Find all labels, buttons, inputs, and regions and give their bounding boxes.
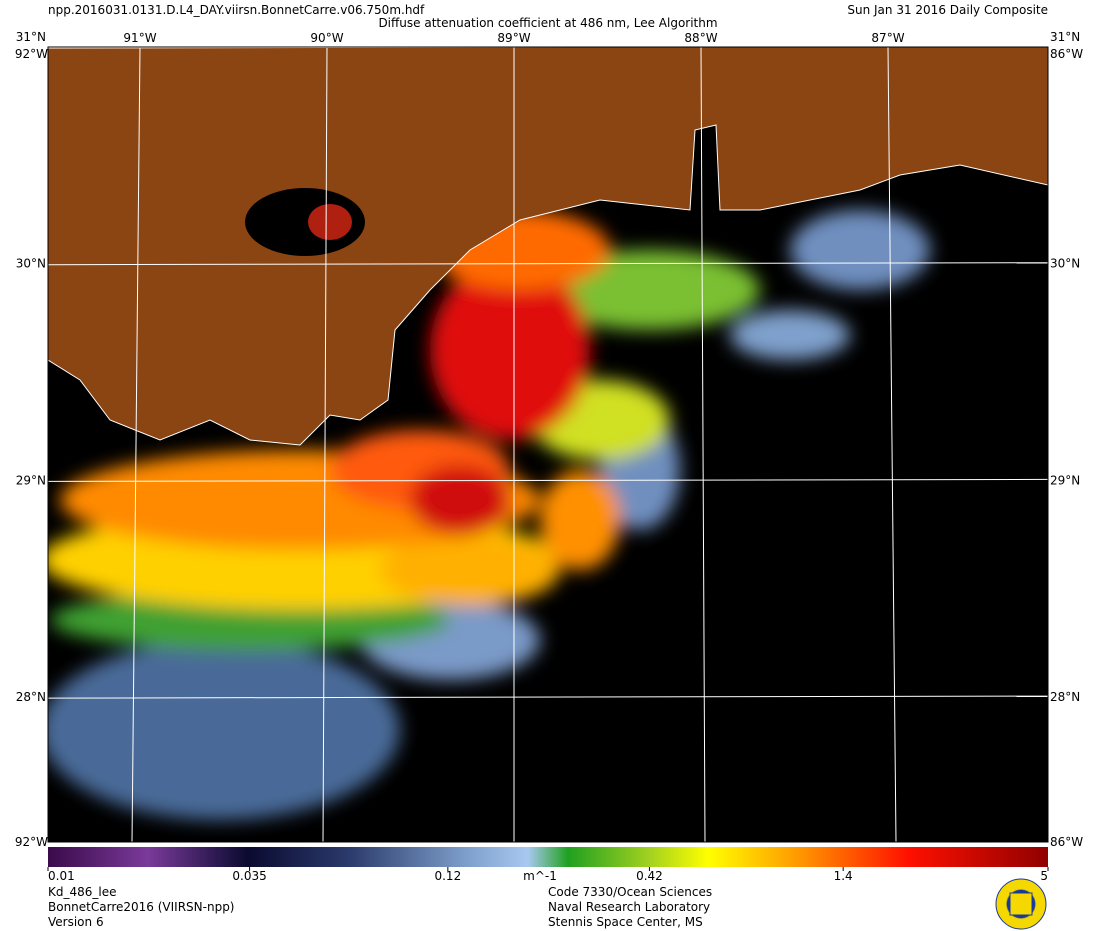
footer-text: Version 6 [48,915,104,929]
footer-text: BonnetCarre2016 (VIIRSN-npp) [48,900,235,914]
colorbar-tick-label: 5 [1040,869,1048,883]
longitude-label: 88°W [684,31,717,45]
map-frame [47,46,1049,843]
footer-left: Kd_486_lee BonnetCarre2016 (VIIRSN-npp) … [48,885,235,929]
footer-text: Naval Research Laboratory [548,900,710,914]
footer-text: Stennis Space Center, MS [548,915,703,929]
graticule [48,47,1048,842]
footer-text: Kd_486_lee [48,885,117,899]
west-edge-label: 92°W [15,835,48,849]
latitude-line [48,478,1048,482]
colorbar-tick-label: 1.4 [834,869,853,883]
latitude-line [48,262,1048,266]
longitude-label: 89°W [497,31,530,45]
plume [48,210,930,820]
longitude-line [700,47,706,842]
latitude-label: 29°N [1050,473,1080,487]
colorbar-tick-label: 0.01 [48,869,75,883]
longitude-line [322,47,328,842]
colorbar-tick-label: 0.42 [636,869,663,883]
footer-center: Code 7330/Ocean Sciences Naval Research … [548,885,712,929]
colorbar-ticks: 0.01 0.035 0.12 0.42 1.4 5 [47,867,1049,883]
longitude-label: 90°W [310,31,343,45]
colorbar-unit: m^-1 [523,869,557,883]
latitude-line [48,47,799,49]
date: Sun Jan 31 2016 Daily Composite [847,3,1048,17]
title: Diffuse attenuation coefficient at 486 n… [378,16,717,30]
colorbar-tick-label: 0.12 [434,869,461,883]
latitude-label: 31°N [1050,30,1080,44]
latitude-label: 30°N [16,257,46,271]
latitude-label: 29°N [16,473,46,487]
east-edge-label: 86°W [1050,835,1083,849]
file-name: npp.2016031.0131.D.L4_DAY.viirsn.BonnetC… [48,3,425,17]
west-edge-label: 92°W [15,47,48,61]
colorbar [48,847,1048,867]
map-area [48,47,1048,842]
coastline [48,47,1048,446]
latitude-label: 28°N [16,690,46,704]
colorbar-tick-label: 0.035 [232,869,266,883]
latitude-label: 28°N [1050,690,1080,704]
longitude-label: 87°W [871,31,904,45]
longitude-line [887,47,897,842]
footer-text: Code 7330/Ocean Sciences [548,885,712,899]
latitude-label: 30°N [1050,257,1080,271]
lake-plume [308,204,352,240]
east-edge-label: 86°W [1050,47,1083,61]
longitude-label: 91°W [123,31,156,45]
logo [995,878,1047,930]
land [48,47,1048,445]
longitude-line [131,47,141,842]
latitude-label: 31°N [16,30,46,44]
latitude-line [48,695,1048,699]
